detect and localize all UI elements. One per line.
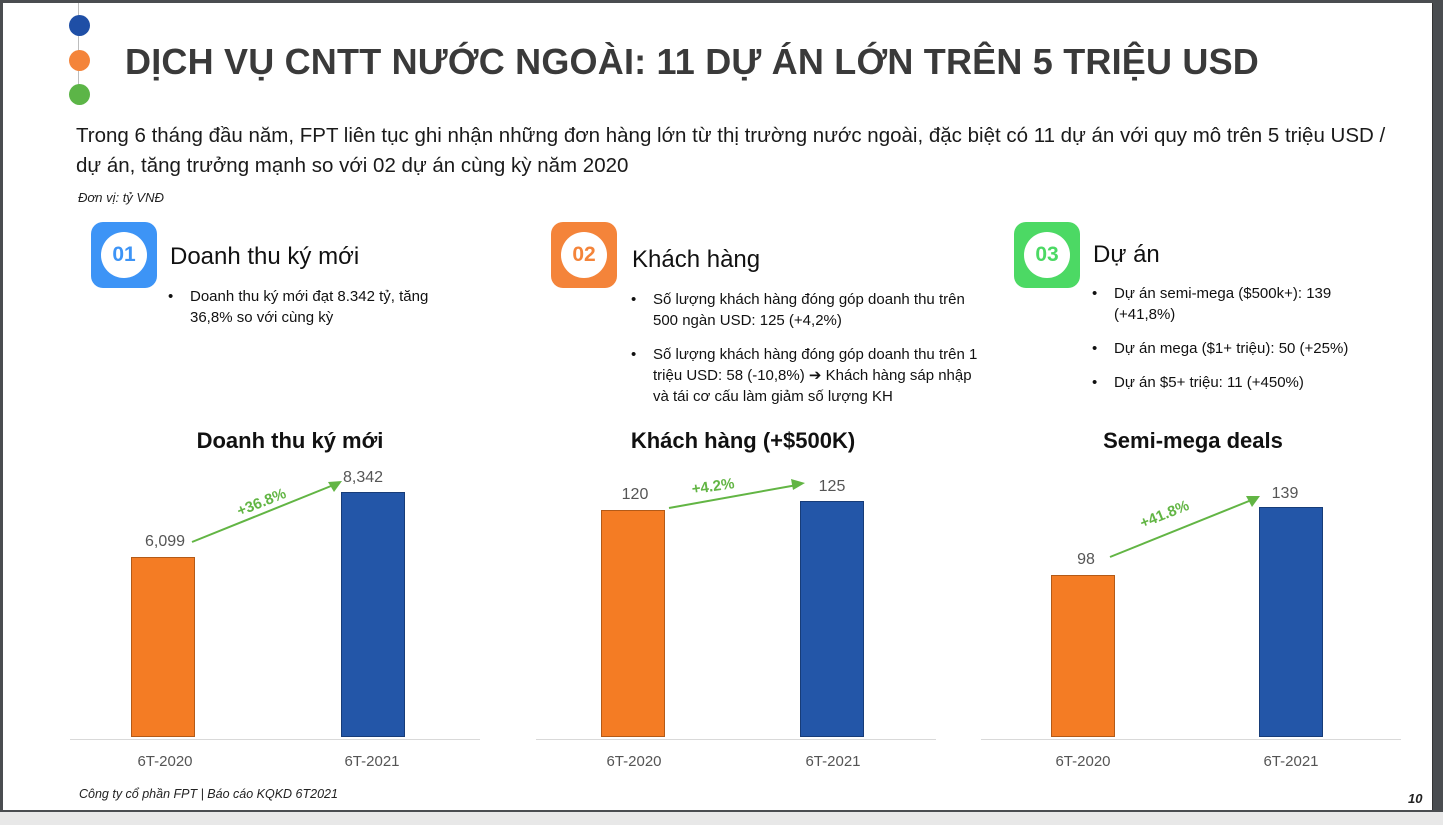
category-label: 6T-2020 [1055,753,1111,770]
growth-arrow-icon [191,481,342,543]
chart-semi-mega-deals: Semi-mega deals 98 139 +41.8% 6T-2020 6T… [978,423,1418,783]
category-label: 6T-2021 [1263,753,1319,770]
slide: DỊCH VỤ CNTT NƯỚC NGOÀI: 11 DỰ ÁN LỚN TR… [3,3,1433,810]
section-bullets-customers: Số lượng khách hàng đóng góp doanh thu t… [629,289,979,420]
category-label: 6T-2020 [606,753,662,770]
growth-arrow-icon [668,479,805,509]
x-axis [536,739,936,740]
chart-customers-500k: Khách hàng (+$500K) 120 125 +4.2% 6T-202… [533,423,973,783]
bar-2020 [1051,575,1115,737]
footer-text: Công ty cổ phần FPT | Báo cáo KQKD 6T202… [79,787,338,801]
bullet-item: Dự án $5+ triệu: 11 (+450%) [1090,372,1390,393]
bar-2021 [800,501,864,737]
section-bullets-projects: Dự án semi-mega ($500k+): 139 (+41,8%) D… [1090,283,1390,406]
bar-2021 [341,492,405,737]
orange-dot-icon [69,50,90,71]
next-slide-edge [0,812,1443,825]
category-label: 6T-2020 [137,753,193,770]
bullet-item: Dự án mega ($1+ triệu): 50 (+25%) [1090,338,1390,359]
chart-title: Khách hàng (+$500K) [630,428,856,453]
growth-arrow-icon [1109,496,1260,558]
bar-2020 [601,510,665,737]
x-axis [70,739,480,740]
intro-text: Trong 6 tháng đầu năm, FPT liên tục ghi … [76,124,1386,177]
bullet-item: Doanh thu ký mới đạt 8.342 tỷ, tăng 36,8… [166,286,466,328]
section-title-customers: Khách hàng [632,246,761,273]
section-badge-02: 02 [551,222,617,288]
unit-note: Đơn vị: tỷ VNĐ [78,190,164,205]
chart-new-signed-revenue: Doanh thu ký mới 6,099 8,342 +36.8% 6T-2… [60,423,500,783]
section-title-revenue: Doanh thu ký mới [170,243,360,270]
bullet-item: Số lượng khách hàng đóng góp doanh thu t… [629,344,979,407]
section-bullets-revenue: Doanh thu ký mới đạt 8.342 tỷ, tăng 36,8… [166,286,466,341]
badge-number: 01 [101,232,147,278]
bar-2020 [131,557,195,737]
bar-2021 [1259,507,1323,737]
section-badge-03: 03 [1014,222,1080,288]
bar-label-2021: 139 [1271,485,1299,502]
bar-label-2020: 120 [621,486,649,503]
bar-label-2021: 125 [818,478,846,495]
badge-number: 02 [561,232,607,278]
green-dot-icon [69,84,90,105]
chart-title: Semi-mega deals [1103,428,1283,453]
chart-title: Doanh thu ký mới [196,428,384,453]
bullet-item: Số lượng khách hàng đóng góp doanh thu t… [629,289,979,331]
bar-label-2020: 98 [1077,551,1095,568]
section-title-projects: Dự án [1093,241,1160,268]
badge-number: 03 [1024,232,1070,278]
page-number: 10 [1408,791,1423,806]
page-title: DỊCH VỤ CNTT NƯỚC NGOÀI: 11 DỰ ÁN LỚN TR… [125,41,1260,82]
bar-label-2020: 6,099 [144,533,186,550]
category-label: 6T-2021 [805,753,861,770]
blue-dot-icon [69,15,90,36]
bar-label-2021: 8,342 [342,469,384,486]
bullet-item: Dự án semi-mega ($500k+): 139 (+41,8%) [1090,283,1390,325]
x-axis [981,739,1401,740]
category-label: 6T-2021 [344,753,400,770]
section-badge-01: 01 [91,222,157,288]
